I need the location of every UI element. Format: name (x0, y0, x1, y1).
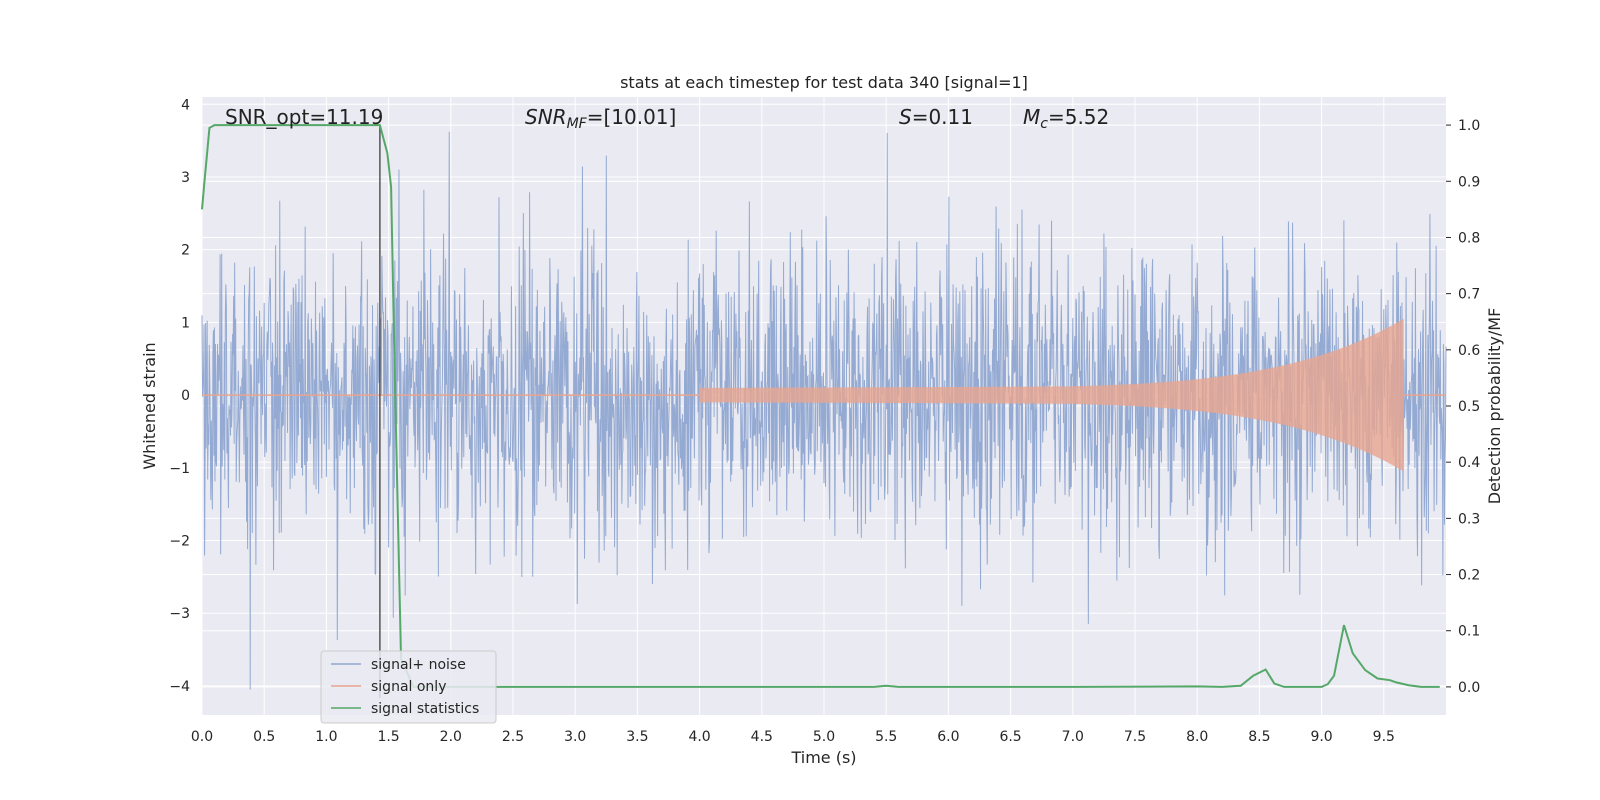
x-tick-label-13: 6.5 (999, 729, 1021, 745)
axis-ticks: 0.0 0.5 1.0 1.5 2.0 2.5 3.0 3.5 4.0 4.5 5.0 5.5 6.0 6… (169, 97, 1480, 745)
statistics-line (201, 124, 1440, 688)
x-tick-label-4: 2.0 (440, 729, 462, 745)
y-tick-label-0: 4 (181, 97, 190, 113)
x-tick-label-11: 5.5 (875, 729, 897, 745)
y-tick-label-7: −3 (169, 606, 190, 622)
x-axis-label: Time (s) (790, 748, 856, 767)
x-tick-label-8: 4.0 (688, 729, 710, 745)
y2-tick-label-8: 0.2 (1458, 568, 1480, 584)
y2-tick-label-3: 0.7 (1458, 287, 1480, 303)
y2-tick-label-2: 0.8 (1458, 230, 1480, 246)
legend-label-signal-statistics: signal statistics (371, 701, 479, 717)
chirp-envelope (699, 318, 1404, 472)
series-signal-statistics (201, 124, 1440, 688)
legend-label-signal-only: signal only (371, 679, 446, 695)
x-tick-label-6: 3.0 (564, 729, 586, 745)
x-tick-label-3: 1.5 (377, 729, 399, 745)
noise-trace (201, 131, 1447, 690)
x-tick-label-7: 3.5 (626, 729, 648, 745)
y2-tick-label-10: 0.0 (1458, 680, 1480, 696)
annotation-snr-opt: SNR_opt=11.19 (225, 105, 383, 129)
legend-label-signal-noise: signal+ noise (371, 657, 466, 673)
x-tick-label-10: 5.0 (813, 729, 835, 745)
x-tick-label-2: 1.0 (315, 729, 337, 745)
legend: signal+ noise signal only signal statist… (320, 650, 497, 724)
x-tick-label-19: 9.5 (1373, 729, 1395, 745)
annotation-mc-subscript: c (1040, 116, 1048, 132)
y-tick-label-6: −2 (169, 534, 190, 550)
y-axis-label: Whitened strain (140, 342, 159, 469)
y2-tick-label-1: 0.9 (1458, 174, 1480, 190)
y2-tick-label-6: 0.4 (1458, 455, 1480, 471)
annotation-mc-symbol: M (1023, 105, 1040, 129)
x-tick-label-17: 8.5 (1248, 729, 1270, 745)
series-signal-only (202, 318, 1446, 472)
x-tick-label-5: 2.5 (502, 729, 524, 745)
x-tick-label-12: 6.0 (937, 729, 959, 745)
annotation-mc: Mc=5.52 (1023, 105, 1109, 132)
y-tick-label-5: −1 (169, 461, 190, 477)
annotation-snr-mf-symbol: SNR (525, 105, 567, 129)
series-signal-noise (201, 131, 1447, 690)
annotation-snr-mf-value: =[10.01] (587, 105, 677, 129)
y-tick-label-1: 3 (181, 170, 190, 186)
chart-title: stats at each timestep for test data 340… (620, 73, 1028, 92)
y2-axis-label: Detection probability/MF (1485, 308, 1504, 505)
y2-tick-label-9: 0.1 (1458, 624, 1480, 640)
annotation-s: S=0.11 (899, 105, 973, 129)
y-tick-label-3: 1 (181, 315, 190, 331)
y-tick-label-2: 2 (181, 243, 190, 259)
y2-tick-label-7: 0.3 (1458, 511, 1480, 527)
annotation-s-value: =0.11 (912, 105, 973, 129)
legend-box (320, 650, 497, 724)
annotation-s-symbol: S (899, 105, 912, 129)
x-tick-label-15: 7.5 (1124, 729, 1146, 745)
y2-tick-label-5: 0.5 (1458, 399, 1480, 415)
x-tick-label-16: 8.0 (1186, 729, 1208, 745)
x-tick-label-9: 4.5 (751, 729, 773, 745)
annotation-snr-mf: SNRMF=[10.01] (525, 105, 676, 132)
annotation-snr-mf-subscript: MF (567, 116, 588, 132)
y2-tick-label-4: 0.6 (1458, 343, 1480, 359)
y-tick-label-8: −4 (169, 679, 190, 695)
annotation-mc-value: =5.52 (1048, 105, 1109, 129)
x-tick-label-1: 0.5 (253, 729, 275, 745)
y2-tick-label-0: 1.0 (1458, 118, 1480, 134)
x-tick-label-18: 9.0 (1310, 729, 1332, 745)
x-tick-label-0: 0.0 (191, 729, 213, 745)
y-tick-label-4: 0 (181, 388, 190, 404)
x-tick-label-14: 7.0 (1062, 729, 1084, 745)
